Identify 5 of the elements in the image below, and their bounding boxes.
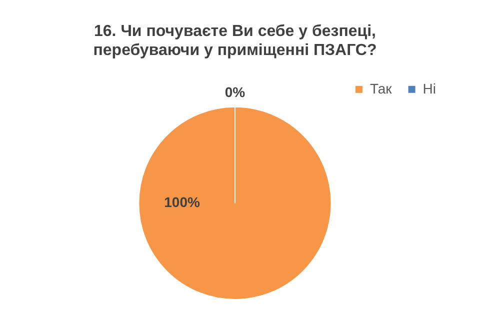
legend-label: Так — [370, 80, 393, 96]
legend-label: Ні — [422, 80, 436, 96]
data-label: 100% — [164, 194, 200, 210]
chart-title: 16. Чи почуваєте Ви себе у безпеці, перебуваючи у приміщенні ПЗАГС? — [93, 23, 377, 60]
text: 0% — [224, 84, 246, 100]
